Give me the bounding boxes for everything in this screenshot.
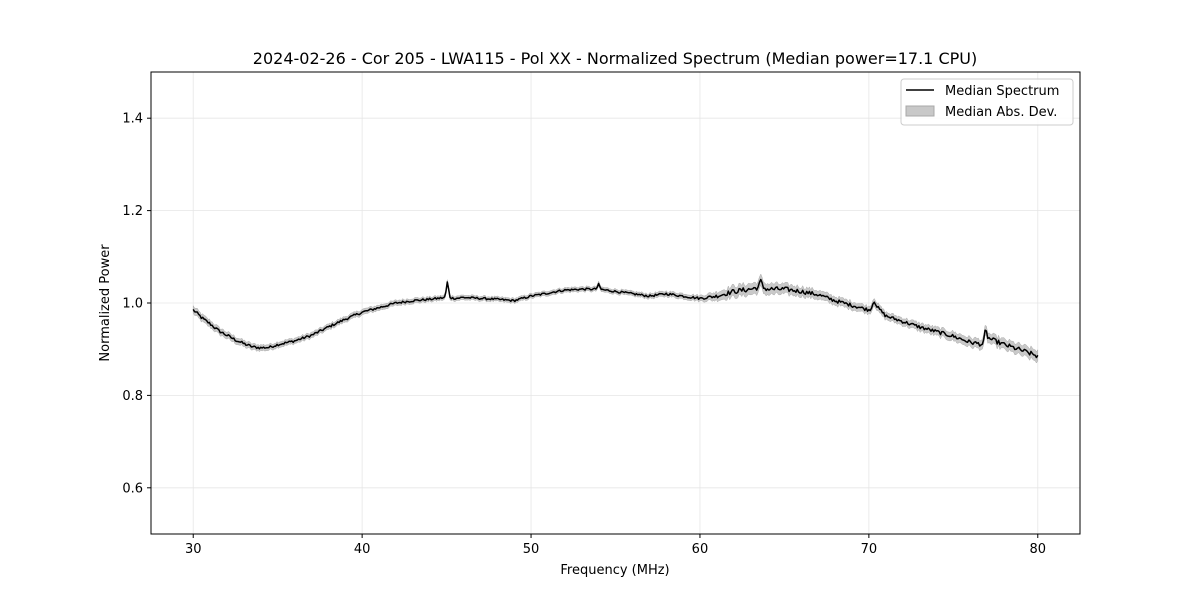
x-ticks: 30 40 50 60 70 80 [185,534,1046,557]
y-tick-label: 0.8 [122,389,143,404]
legend-label-median-spectrum: Median Spectrum [945,84,1059,99]
chart-title: 2024-02-26 - Cor 205 - LWA115 - Pol XX -… [253,49,977,68]
median-spectrum-line [192,278,1039,359]
x-tick-label: 40 [354,542,371,557]
x-tick-label: 50 [523,542,540,557]
y-tick-label: 1.2 [122,204,143,219]
y-tick-label: 1.4 [122,112,143,127]
legend-band-swatch [905,105,935,117]
x-tick-label: 60 [692,542,709,557]
y-tick-label: 0.6 [122,481,143,496]
y-ticks: 0.6 0.8 1.0 1.2 1.4 [122,112,151,496]
x-tick-label: 70 [861,542,878,557]
legend-label-median-abs-dev: Median Abs. Dev. [945,105,1057,120]
x-tick-label: 80 [1029,542,1046,557]
x-tick-label: 30 [185,542,202,557]
y-tick-label: 1.0 [122,297,143,312]
y-axis-label: Normalized Power [98,244,113,362]
legend: Median Spectrum Median Abs. Dev. [900,78,1074,126]
legend-box [900,78,1074,126]
x-axis-label: Frequency (MHz) [560,563,669,578]
median-line-layer [192,278,1039,359]
